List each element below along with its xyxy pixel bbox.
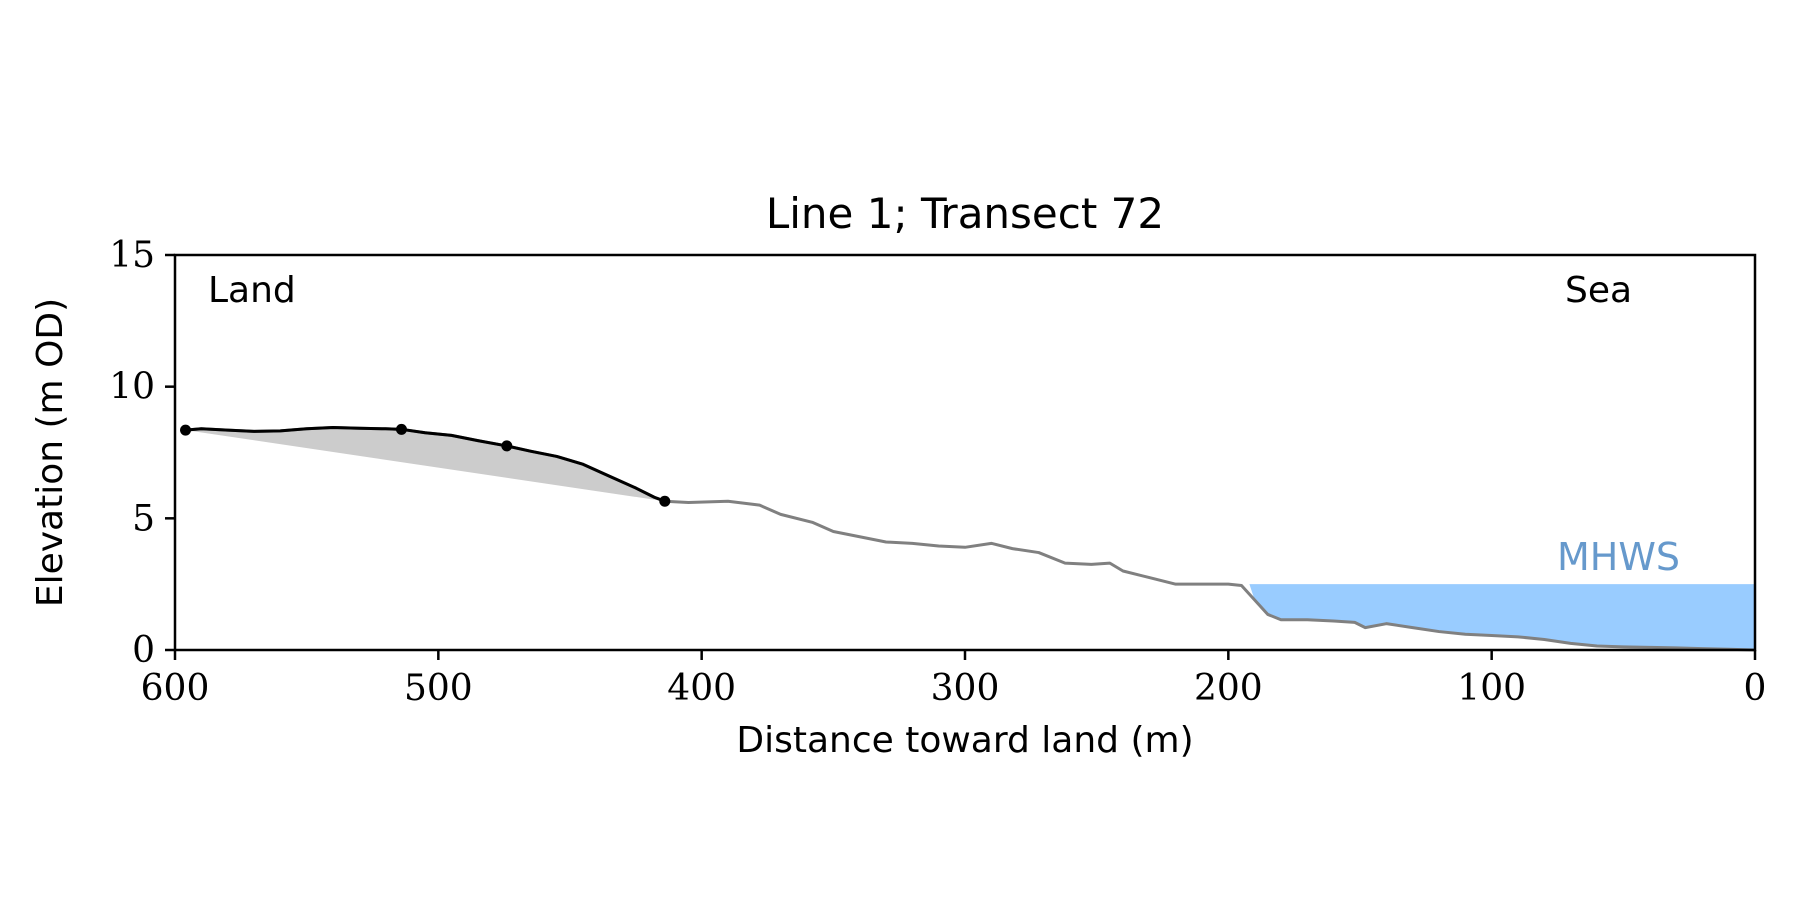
mhws-annotation: MHWS [1557,535,1680,579]
y-axis-label: Elevation (m OD) [30,298,71,607]
sea-area-below-mhws [1249,584,1755,650]
x-axis-label: Distance toward land (m) [736,720,1193,761]
x-tick-label: 400 [667,668,736,709]
y-tick-label: 10 [109,367,155,408]
highlight-point [395,423,407,435]
cliff-top-profile-line [185,425,666,503]
x-tick-label: 300 [931,668,1000,709]
land-annotation: Land [208,270,296,311]
sea-annotation: Sea [1565,270,1632,311]
y-tick-label: 15 [109,235,155,276]
highlight-point [659,495,671,507]
erosion-area [185,427,665,502]
x-tick-label: 600 [141,668,210,709]
chart-title: Line 1; Transect 72 [766,189,1164,238]
y-tick-label: 5 [132,498,155,539]
highlight-point [501,440,513,452]
x-tick-label: 200 [1194,668,1263,709]
x-axis-ticks: 600 500 400 300 200 100 0 [141,650,1767,709]
fills-layer [185,427,1755,650]
y-tick-label: 0 [132,630,155,671]
highlight-points [180,423,671,507]
y-axis-ticks: 0 5 10 15 [109,235,175,671]
highlight-point [180,424,192,436]
x-tick-label: 0 [1744,668,1767,709]
x-tick-label: 100 [1457,668,1526,709]
x-tick-label: 500 [404,668,473,709]
